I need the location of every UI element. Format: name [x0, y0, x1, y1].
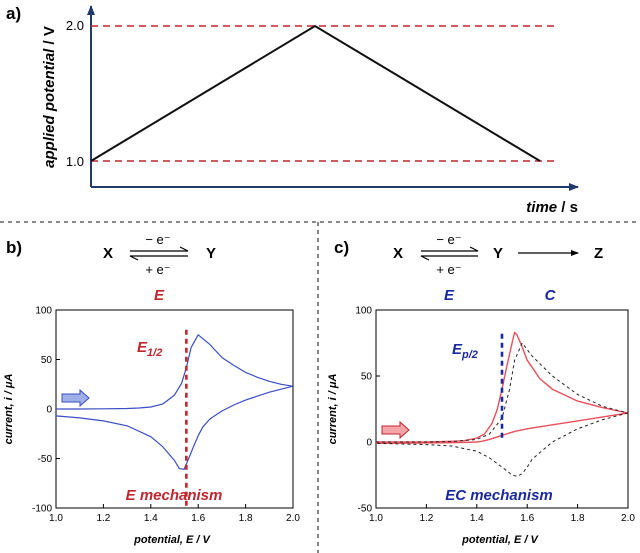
panel-c-ep2-main: E — [452, 341, 463, 358]
panel-b-reduction-label: + e⁻ — [145, 262, 170, 277]
panel-c-series-3 — [375, 412, 629, 477]
panel-b-mechanism-label: E mechanism — [126, 487, 223, 504]
panel-b-e-half-label: E1/2 — [137, 339, 162, 359]
panel-c-x-axis-title: potential, E / V — [461, 534, 539, 546]
panel-b-e-half-main: E — [137, 339, 148, 356]
panel-c-ytick-label-0: 100 — [355, 306, 372, 317]
panel-c-series-1 — [375, 412, 629, 444]
panel-b-scan-direction-arrow — [61, 388, 90, 408]
panel-b-oxidation-label: − e⁻ — [145, 232, 170, 247]
panel-c-step-c: C — [545, 287, 557, 304]
panel-b-ytick-label-4: -100 — [32, 504, 52, 515]
panel-c-ytick-label-2: 0 — [366, 438, 372, 449]
panel-a-x-axis-title: time / s — [526, 199, 578, 216]
panel-a-chart: 2.0 1.0 applied potential / V time / s — [41, 5, 579, 216]
panel-b-x-axis-title: potential, E / V — [133, 534, 211, 546]
panel-b-scheme: X Y − e⁻ + e⁻ — [103, 232, 216, 277]
panel-c-ep2-label: Ep/2 — [452, 341, 478, 361]
panel-a-xlabel-unit: / s — [557, 199, 578, 216]
panel-b-xtick-label-4: 1.8 — [239, 513, 253, 524]
panel-c-oxidation-label: − e⁻ — [436, 232, 461, 247]
panel-b-series-1 — [55, 385, 294, 470]
panel-a-y-axis-title: applied potential / V — [41, 26, 58, 168]
panel-b-series-0 — [56, 334, 294, 410]
panel-b-species-x: X — [103, 245, 113, 262]
panel-c-ep2-sub: p/2 — [461, 349, 478, 361]
panel-b-ytick-label-1: 50 — [41, 355, 53, 366]
panel-b-ytick-label-2: 0 — [46, 405, 52, 416]
panel-b-xtick-label-3: 1.6 — [191, 513, 205, 524]
panel-c-ytick-label-3: -50 — [358, 504, 373, 515]
panel-b-xtick-label-1: 1.2 — [96, 513, 110, 524]
panel-c-scheme: X Y Z − e⁻ + e⁻ — [393, 232, 603, 277]
panel-c-step-e: E — [444, 287, 455, 304]
panel-c-species-y: Y — [493, 245, 503, 262]
panel-c-plot-frame — [375, 309, 629, 509]
panel-c-reduction-label: + e⁻ — [436, 262, 461, 277]
panel-a-xlabel-main: time — [526, 199, 557, 216]
panel-a-potential-waveform — [90, 24, 541, 162]
panel-b-e-half-sub: 1/2 — [147, 347, 162, 359]
panel-b-ytick-label-0: 100 — [35, 306, 52, 317]
panel-c-xtick-label-0: 1.0 — [369, 513, 383, 524]
panel-a-ytick-1: 1.0 — [66, 154, 84, 169]
panel-b-species-y: Y — [206, 245, 216, 262]
panel-c-xtick-label-4: 1.8 — [571, 513, 585, 524]
panel-c-xtick-label-1: 1.2 — [419, 513, 433, 524]
panel-c-series-2 — [376, 342, 629, 443]
panel-b-chart: current, i / μA potential, E / V E1/2 E … — [3, 306, 300, 547]
panel-c-xtick-label-2: 1.4 — [470, 513, 484, 524]
panel-c-xtick-label-3: 1.6 — [520, 513, 534, 524]
panel-b-y-axis-title: current, i / μA — [3, 374, 15, 445]
panel-c-ytick-label-1: 50 — [361, 372, 373, 383]
panel-a-ylabel-unit: / V — [41, 26, 58, 49]
panel-c-scan-direction-arrow — [381, 420, 410, 440]
panel-b-forward-half-arrow — [130, 246, 189, 252]
panel-b-label: b) — [6, 238, 22, 257]
panel-c-reverse-half-arrow — [420, 255, 478, 261]
panel-b-xtick-label-2: 1.4 — [144, 513, 158, 524]
panel-b-xtick-label-5: 2.0 — [286, 513, 300, 524]
panel-a-ylabel-main: applied potential — [41, 48, 58, 168]
panel-b-ytick-label-3: -50 — [38, 454, 53, 465]
panel-b-xtick-label-0: 1.0 — [49, 513, 63, 524]
panel-c-species-x: X — [393, 245, 403, 262]
panel-b-step-e: E — [154, 287, 165, 304]
panel-c-label: c) — [334, 238, 349, 257]
panel-c-y-axis-title: current, i / μA — [327, 374, 339, 445]
panel-a-label: a) — [6, 4, 21, 23]
panel-c-xtick-label-5: 2.0 — [621, 513, 635, 524]
panel-c-species-z: Z — [594, 245, 603, 262]
panel-c-forward-half-arrow — [421, 246, 479, 252]
panel-c-mechanism-label: EC mechanism — [445, 487, 553, 504]
panel-a-ytick-2: 2.0 — [66, 18, 84, 33]
panel-c-chart: current, i / μA potential, E / V Ep/2 EC… — [327, 306, 635, 547]
panel-b-reverse-half-arrow — [129, 255, 188, 261]
